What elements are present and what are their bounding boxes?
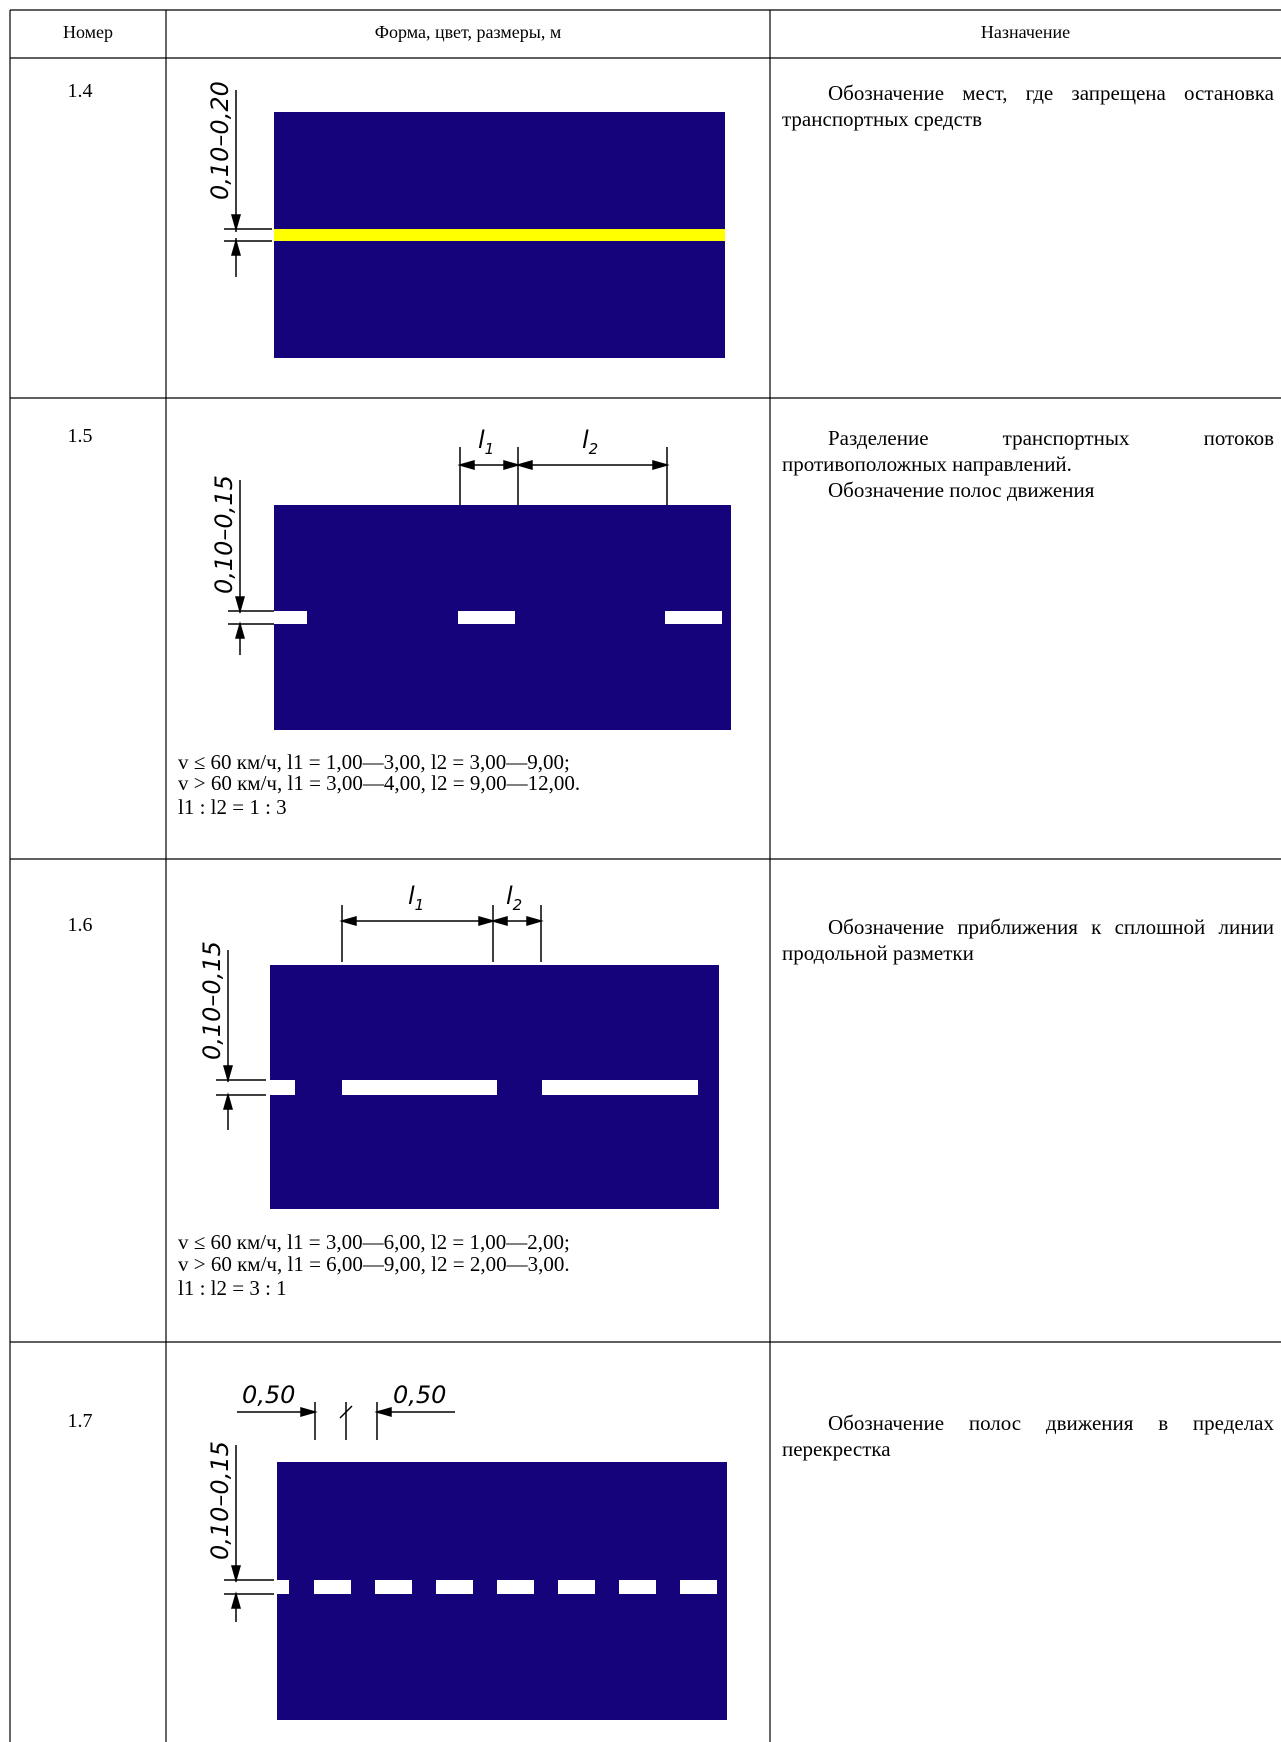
dash-segment	[375, 1580, 412, 1594]
purpose-paragraph: Обозначение приближения к сплошной линии…	[782, 915, 1274, 965]
dash-segment	[665, 611, 722, 624]
dimension-left-label: 0,50	[242, 1381, 295, 1409]
dash-segment	[342, 1080, 497, 1095]
l2-dimension-label: l2	[506, 882, 522, 914]
dash-segment	[274, 611, 307, 624]
purpose-text: Обозначение мест, где запрещена остановк…	[782, 80, 1274, 132]
dash-segment	[619, 1580, 656, 1594]
dash-segment	[542, 1080, 698, 1095]
purpose-paragraph: Обозначение мест, где запрещена остановк…	[782, 81, 1274, 131]
row-number: 1.4	[67, 80, 93, 102]
dimension-right-label: 0,50	[393, 1381, 446, 1409]
purpose-text: Разделение транспортных потоков противоп…	[782, 425, 1274, 503]
marking-1-5-drawing: 0,10–0,15 l1 l2	[210, 426, 731, 730]
speed-note: v > 60 км/ч, l1 = 3,00—4,00, l2 = 9,00—1…	[178, 771, 581, 795]
row-number: 1.7	[67, 1410, 93, 1432]
row-number: 1.5	[67, 425, 93, 447]
width-dimension-label: 0,10–0,20	[206, 81, 234, 200]
dash-segment	[436, 1580, 473, 1594]
table-grid	[9, 9, 1281, 1742]
row-number: 1.6	[67, 914, 93, 936]
purpose-text: Обозначение полос движения в пределах пе…	[782, 1410, 1274, 1462]
purpose-paragraph: Обозначение полос движения в пределах пе…	[782, 1411, 1274, 1461]
header-number: Номер	[62, 22, 114, 42]
l2-dimension-label: l2	[582, 426, 598, 458]
marking-1-6-drawing: 0,10–0,15 l1 l2	[198, 882, 719, 1209]
purpose-paragraph: Разделение транспортных потоков противоп…	[782, 426, 1274, 476]
ratio-note: l1 : l2 = 1 : 3	[178, 795, 287, 819]
purpose-text: Обозначение приближения к сплошной линии…	[782, 914, 1274, 966]
speed-note: v > 60 км/ч, l1 = 6,00—9,00, l2 = 2,00—3…	[178, 1252, 570, 1276]
marking-1-7-drawing: 0,50 0,50 0,10–0,15	[206, 1381, 727, 1720]
width-dimension-label: 0,10–0,15	[198, 941, 226, 1060]
l1-dimension-label: l1	[478, 426, 494, 458]
dash-segment	[558, 1580, 595, 1594]
header-form: Форма, цвет, размеры, м	[374, 22, 562, 42]
header-purpose: Назначение	[980, 22, 1071, 42]
dash-segment	[497, 1580, 534, 1594]
dash-segment	[270, 1080, 295, 1095]
dash-segment	[680, 1580, 717, 1594]
speed-note: v ≤ 60 км/ч, l1 = 3,00—6,00, l2 = 1,00—2…	[178, 1230, 570, 1254]
width-dimension-label: 0,10–0,15	[210, 475, 238, 594]
solid-yellow-line	[274, 229, 725, 241]
ratio-note: l1 : l2 = 3 : 1	[178, 1276, 287, 1300]
dash-segment	[314, 1580, 351, 1594]
dash-segment	[458, 611, 515, 624]
marking-1-4-drawing: 0,10–0,20	[206, 81, 725, 358]
speed-note: v ≤ 60 км/ч, l1 = 1,00—3,00, l2 = 3,00—9…	[178, 750, 570, 774]
purpose-paragraph: Обозначение полос движения	[828, 478, 1095, 502]
dash-segment	[277, 1580, 289, 1594]
l1-dimension-label: l1	[408, 882, 424, 914]
width-dimension-label: 0,10–0,15	[206, 1441, 234, 1560]
